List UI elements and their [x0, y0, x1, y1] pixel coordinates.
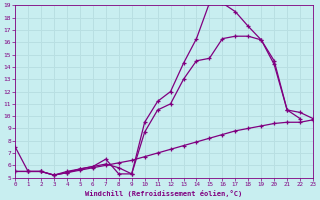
X-axis label: Windchill (Refroidissement éolien,°C): Windchill (Refroidissement éolien,°C) — [85, 190, 243, 197]
